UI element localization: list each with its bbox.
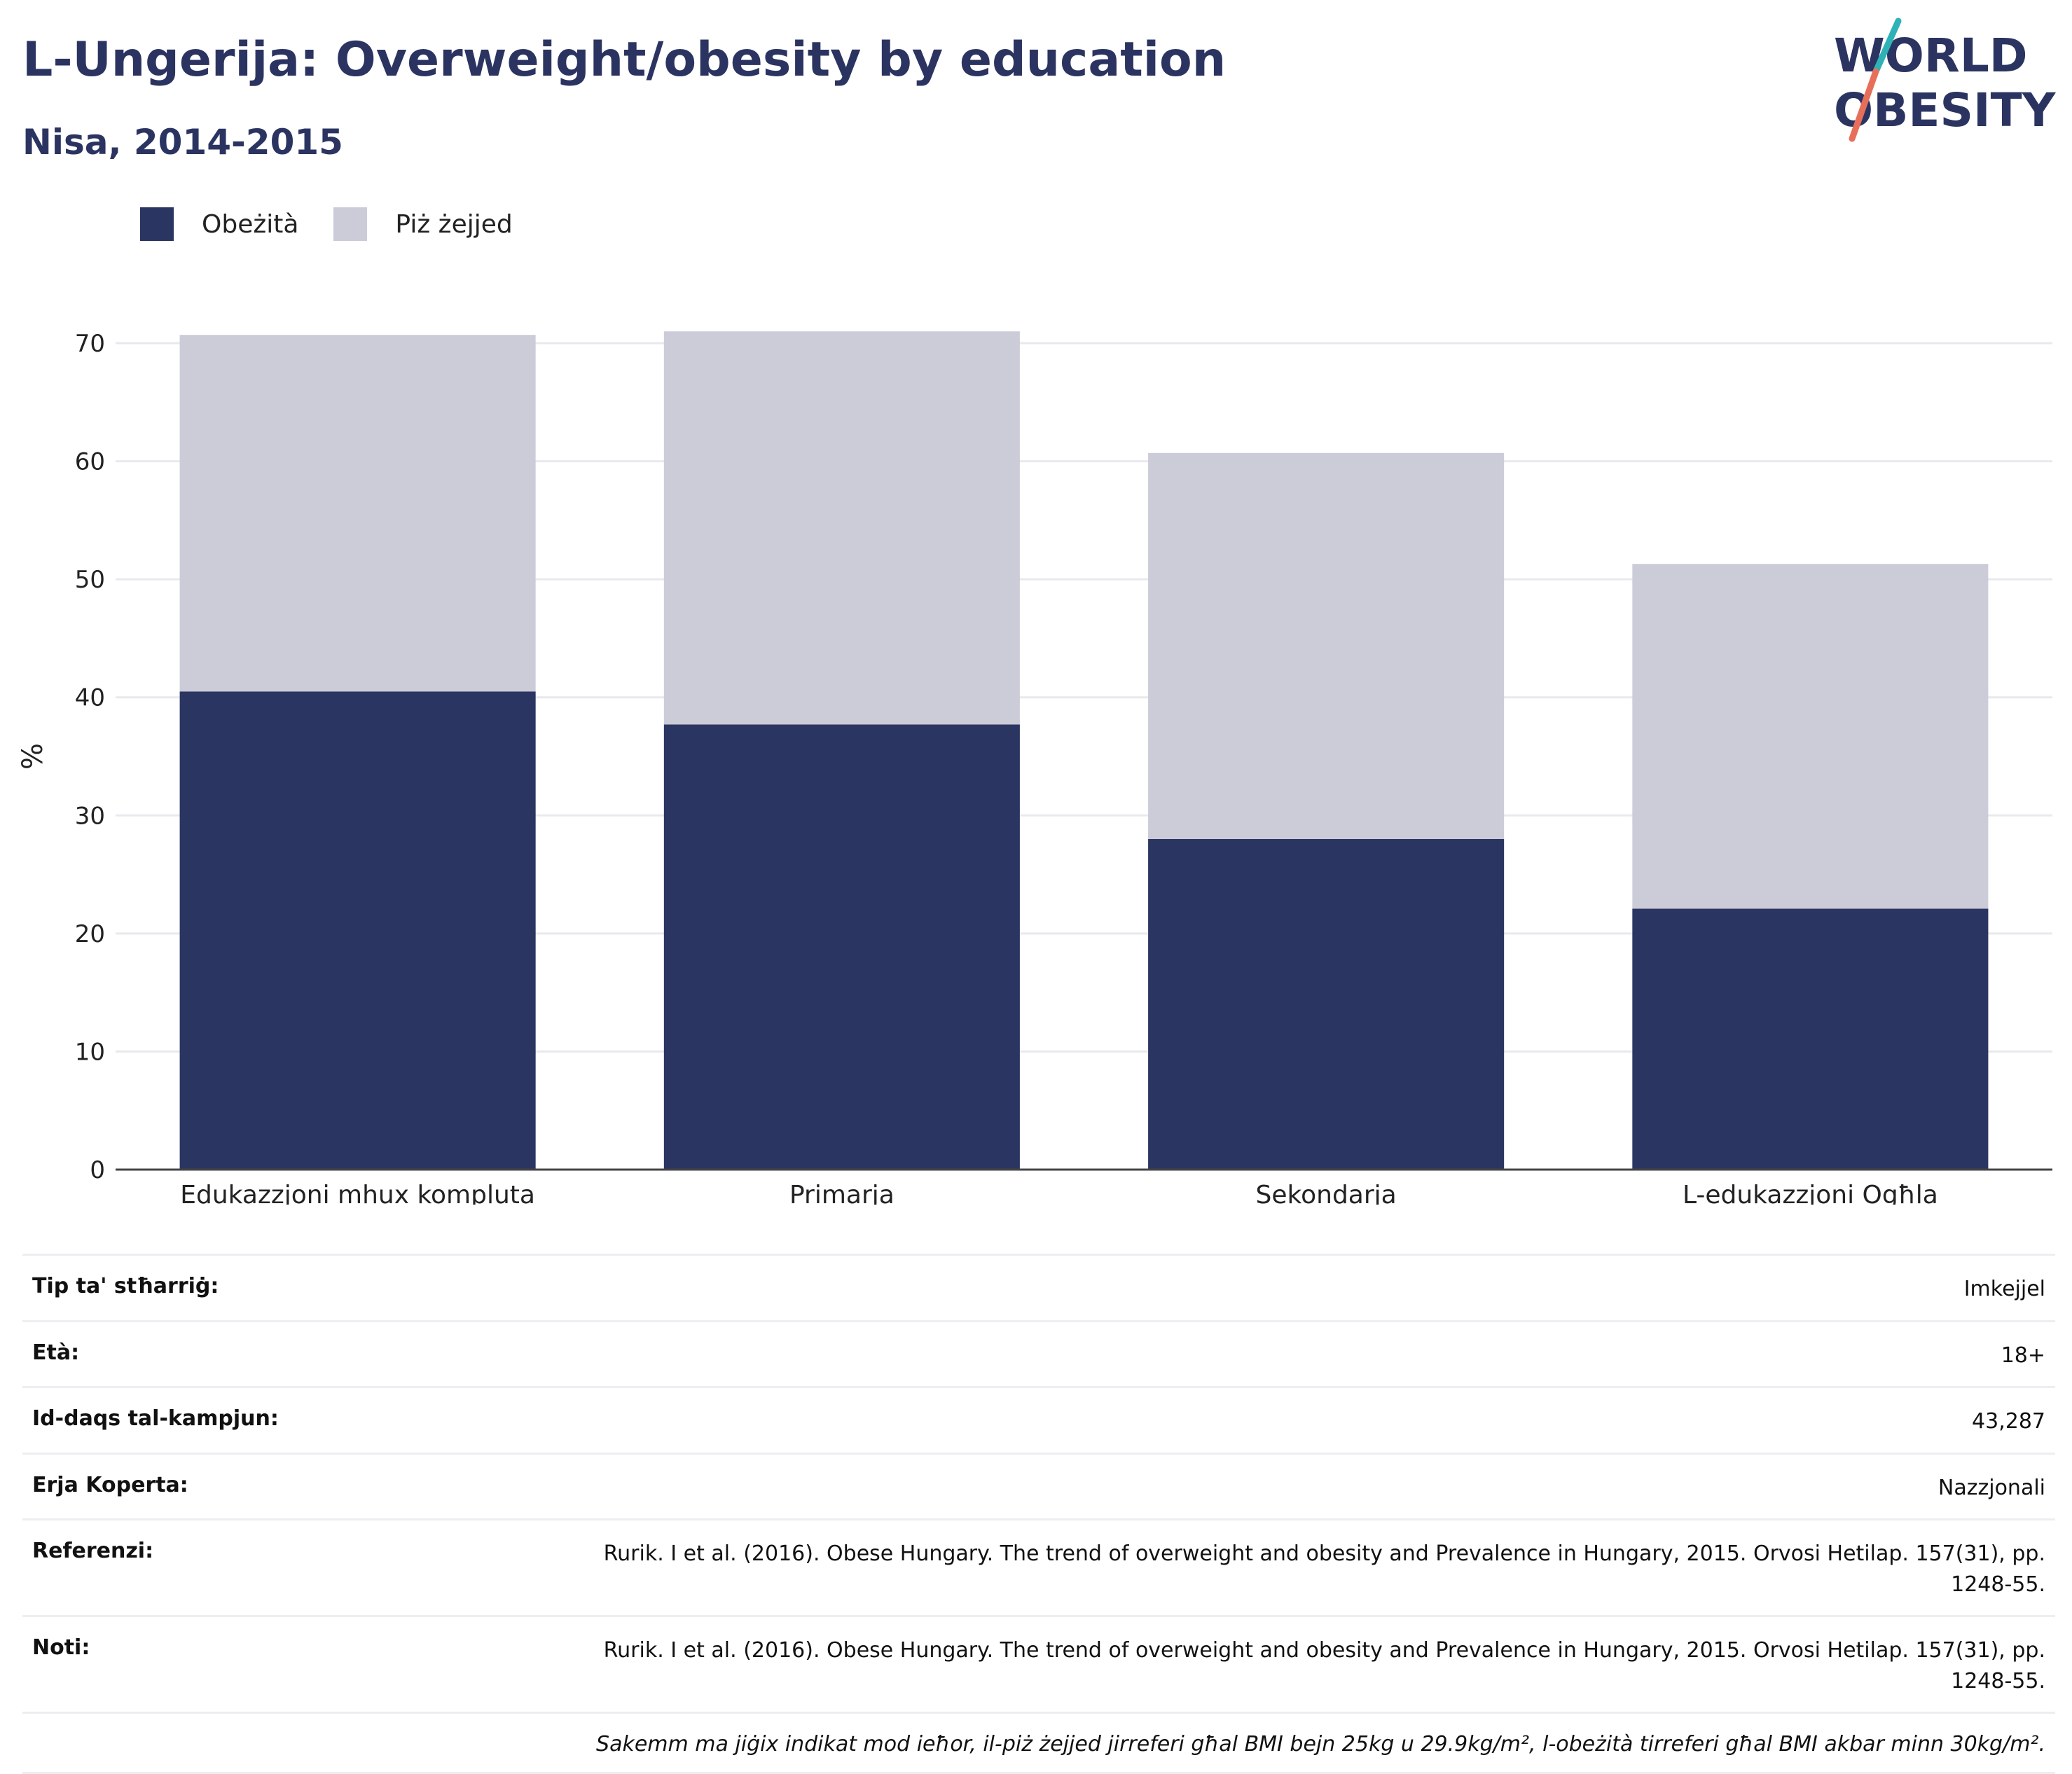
info-value-area-covered: Nazzjonali	[1938, 1475, 2045, 1500]
y-tick-label: 10	[75, 1038, 105, 1066]
stacked-bar-chart: 0 10 20 30 40 50 60 70% Edukazzjoni mhux komplut…	[17, 330, 2052, 1205]
y-tick-label: 50	[75, 566, 105, 594]
info-label-references: Referenzi:	[32, 1539, 154, 1563]
bar-overweight	[1148, 452, 1505, 839]
info-row-footnote: Sakemm ma jiġix indikat mod ieħor, il-pi…	[22, 1712, 2055, 1774]
bar-overweight	[1632, 564, 1989, 909]
chart-legend: Obeżità Piż żejjed	[140, 207, 548, 241]
world-obesity-logo: WORLD OBESITY	[1834, 18, 2057, 142]
info-label-survey-type: Tip ta' stħarriġ:	[32, 1274, 219, 1298]
x-tick-label: Sekondarja	[1256, 1181, 1397, 1205]
logo-word-world: WORLD	[1834, 29, 2028, 83]
x-tick-label: Primarja	[789, 1181, 895, 1205]
y-tick-label: 70	[75, 330, 105, 358]
survey-info-table: Tip ta' stħarriġ: Imkejjel Età: 18+ Id-d…	[22, 1254, 2055, 1774]
info-label-area-covered: Erja Koperta:	[32, 1472, 188, 1497]
bar-obesity	[663, 724, 1020, 1170]
y-tick-label: 40	[75, 684, 105, 712]
legend-label-obesity: Obeżità	[202, 209, 299, 239]
info-row-area-covered: Erja Koperta: Nazzjonali	[22, 1452, 2055, 1519]
info-row-age: Età: 18+	[22, 1319, 2055, 1387]
legend-item-overweight: Piż żejjed	[333, 207, 513, 241]
info-row-notes: Noti: Rurik. I et al. (2016). Obese Hung…	[22, 1615, 2055, 1712]
legend-label-overweight: Piż żejjed	[395, 209, 513, 239]
bar-overweight	[663, 331, 1020, 725]
info-value-notes: Rurik. I et al. (2016). Obese Hungary. T…	[603, 1638, 2045, 1693]
info-value-references: Rurik. I et al. (2016). Obese Hungary. T…	[603, 1541, 2045, 1597]
bar-obesity	[1148, 839, 1505, 1170]
chart-subtitle: Nisa, 2014-2015	[22, 122, 343, 162]
y-axis-label: %	[17, 743, 49, 770]
info-value-survey-type: Imkejjel	[1963, 1277, 2045, 1301]
bar-overweight	[179, 335, 536, 692]
y-tick-label: 0	[90, 1156, 105, 1184]
y-tick-label: 60	[75, 448, 105, 476]
info-row-survey-type: Tip ta' stħarriġ: Imkejjel	[22, 1254, 2055, 1320]
y-tick-label: 30	[75, 802, 105, 830]
info-label-sample-size: Id-daqs tal-kampjun:	[32, 1406, 279, 1431]
legend-swatch-obesity	[140, 207, 174, 241]
x-tick-label: Edukazzjoni mhux kompluta	[180, 1181, 535, 1205]
info-value-age: 18+	[2001, 1343, 2045, 1368]
info-row-sample-size: Id-daqs tal-kampjun: 43,287	[22, 1386, 2055, 1453]
info-label-notes: Noti:	[32, 1635, 90, 1660]
x-tick-label: L-edukazzjoni Ogħla	[1683, 1181, 1938, 1205]
bar-obesity	[1632, 908, 1989, 1170]
legend-item-obesity: Obeżità	[140, 207, 298, 241]
info-label-age: Età:	[32, 1340, 80, 1365]
legend-swatch-overweight	[333, 207, 368, 241]
info-row-references: Referenzi: Rurik. I et al. (2016). Obese…	[22, 1518, 2055, 1615]
bmi-definition-footnote: Sakemm ma jiġix indikat mod ieħor, il-pi…	[596, 1732, 2045, 1756]
chart-title: L-Ungerija: Overweight/obesity by educat…	[22, 32, 1227, 88]
y-tick-label: 20	[75, 920, 105, 948]
info-value-sample-size: 43,287	[1972, 1409, 2045, 1434]
bar-obesity	[179, 691, 536, 1170]
